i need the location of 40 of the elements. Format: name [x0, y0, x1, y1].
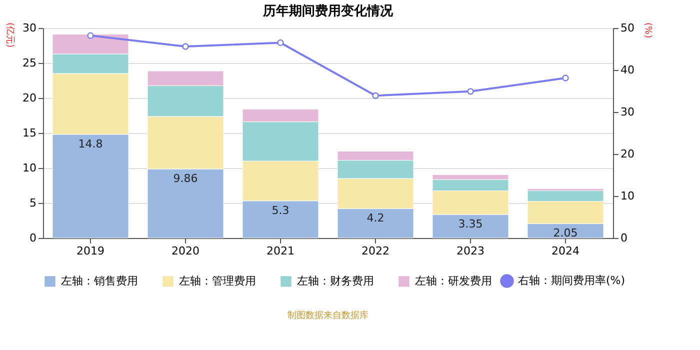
legend-label: 左轴：管理费用 — [179, 274, 256, 288]
y2-tick-label: 40 — [620, 64, 634, 76]
x-tick-label: 2023 — [456, 244, 484, 258]
y-tick-label: 5 — [30, 196, 36, 210]
x-tick-label: 2022 — [362, 244, 390, 258]
y2-tick-label: 20 — [620, 148, 634, 160]
y2-tick-label: 0 — [620, 232, 628, 244]
data-label: 9.86 — [173, 172, 198, 185]
data-label: 2.05 — [553, 226, 578, 240]
legend-label: 左轴：研发费用 — [415, 274, 492, 288]
y-tick-label: 25 — [22, 56, 36, 70]
y2-tick-label: 10 — [620, 190, 634, 202]
text: 制图数据来自数据库 — [288, 310, 368, 321]
y-tick-label: 30 — [22, 22, 36, 34]
data-label: 14.8 — [78, 137, 103, 150]
x-tick-label: 2024 — [552, 244, 580, 258]
y-tick-label: 15 — [22, 126, 36, 140]
legend-label: 右轴：期间费用率(%) — [518, 274, 626, 287]
x-tick-label: 2021 — [266, 244, 294, 258]
point — [87, 32, 94, 39]
legend-label: 左轴：财务费用 — [297, 274, 374, 288]
point — [277, 39, 284, 46]
chart-title: 历年期间费用变化情况 — [262, 3, 394, 19]
y-axis-title: (亿元) — [4, 22, 16, 48]
y-tick-label: 20 — [22, 92, 36, 104]
x-tick-label: 2020 — [172, 244, 200, 258]
data-label: 3.35 — [458, 218, 483, 231]
data-label: 5.3 — [272, 204, 290, 217]
y2-tick-label: 30 — [620, 106, 634, 118]
point — [562, 74, 569, 82]
y2-axis-title: (%) — [642, 22, 652, 38]
y-tick-label: 0 — [30, 232, 36, 244]
point — [467, 88, 474, 95]
legend-label: 左轴：销售费用 — [61, 274, 138, 288]
y-tick-label: 10 — [22, 162, 36, 174]
data-label: 4.2 — [366, 212, 384, 225]
y2-tick-label: 50 — [620, 22, 634, 34]
point — [372, 92, 379, 99]
x-tick-label: 2019 — [76, 244, 104, 258]
point — [182, 43, 189, 50]
